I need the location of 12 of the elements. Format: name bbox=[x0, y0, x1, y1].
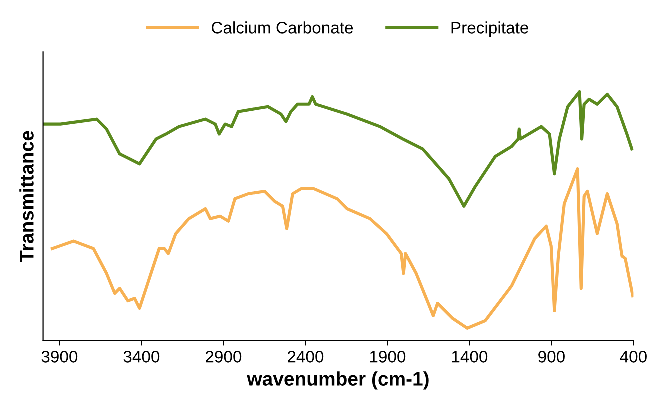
x-tick-label: 1400 bbox=[452, 351, 488, 363]
x-tick-label: 400 bbox=[620, 351, 647, 363]
legend-label: Precipitate bbox=[452, 22, 528, 38]
x-tick-label: 3900 bbox=[42, 351, 78, 363]
x-tick-label: 900 bbox=[538, 351, 565, 363]
legend-label: Calcium Carbonate bbox=[212, 22, 354, 34]
x-tick-label: 2900 bbox=[206, 351, 242, 363]
x-axis-title: wavenumber (cm-1) bbox=[247, 372, 429, 390]
x-tick-label: 3400 bbox=[124, 351, 160, 363]
x-tick-label: 2400 bbox=[288, 351, 324, 363]
x-tick-label: 1900 bbox=[370, 351, 406, 363]
y-axis-title: Transmittance bbox=[20, 131, 34, 262]
